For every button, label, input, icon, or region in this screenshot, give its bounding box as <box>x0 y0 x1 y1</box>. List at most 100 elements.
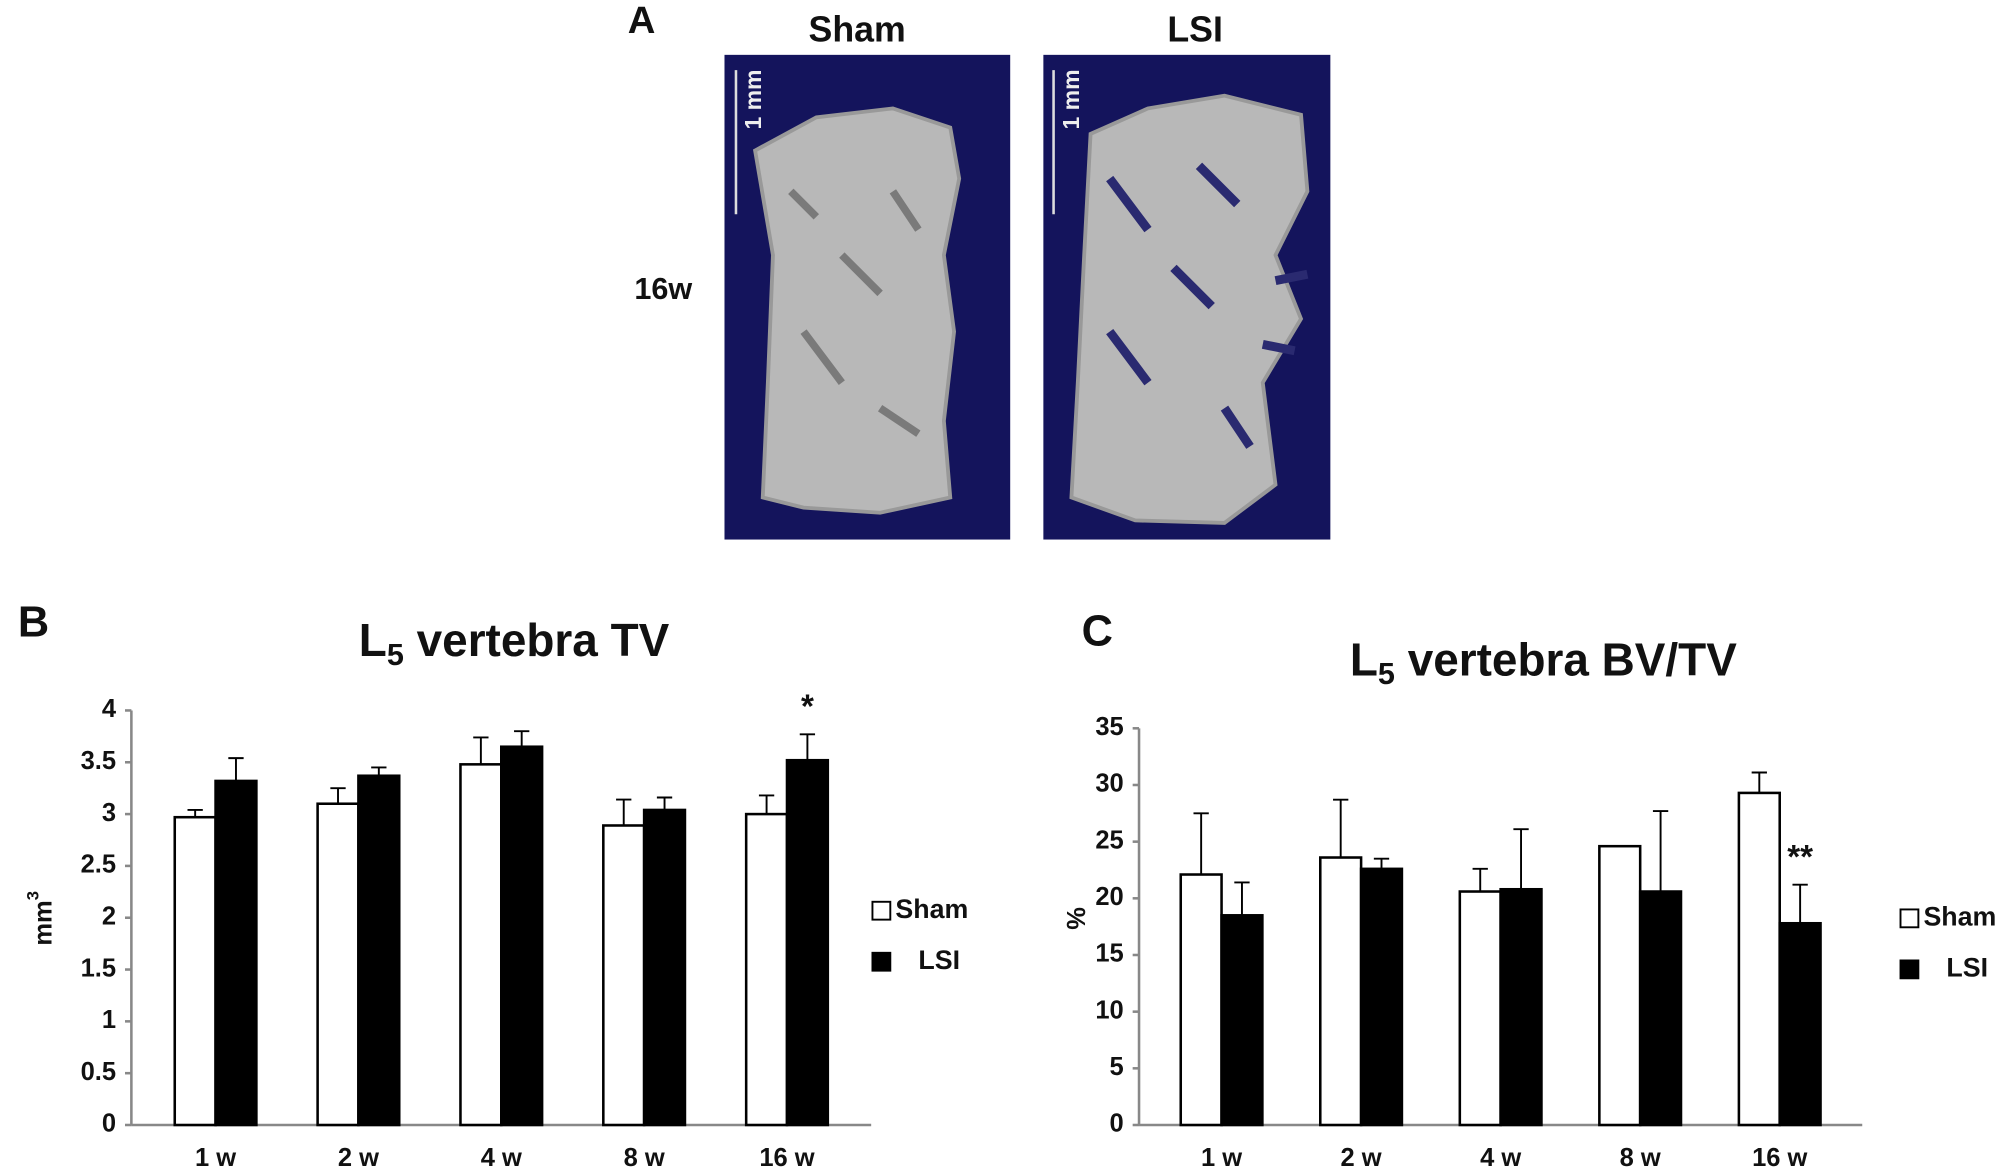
error-bar <box>187 808 203 818</box>
error-bar <box>758 794 775 815</box>
bar <box>744 812 789 1127</box>
bar <box>785 758 830 1127</box>
error-bar <box>1333 798 1349 858</box>
bar <box>459 763 503 1127</box>
y-tick-label: 0 <box>1110 1110 1124 1138</box>
bar <box>602 824 646 1127</box>
label-part: mm <box>29 900 57 945</box>
bar <box>642 808 687 1127</box>
error-bar <box>1652 810 1669 892</box>
error-bar <box>371 766 387 776</box>
label-part: 3 <box>24 891 43 900</box>
micro-ct-image: 1 mm <box>1043 54 1331 540</box>
error-bar <box>1234 881 1250 916</box>
legend-swatch <box>871 900 892 921</box>
x-tick-label: 4 w <box>1480 1144 1521 1169</box>
significance-annotation: ** <box>1787 839 1813 876</box>
x-tick-label: 2 w <box>338 1144 379 1169</box>
x-tick-label: 2 w <box>1341 1144 1382 1169</box>
legend-swatch <box>1899 908 1920 929</box>
legend-label: LSI <box>918 945 960 975</box>
legend-label: Sham <box>1923 901 1996 931</box>
bar <box>316 802 360 1127</box>
panel-label: B <box>18 598 49 646</box>
bar <box>1179 873 1223 1127</box>
title-part: L <box>1350 633 1378 685</box>
error-bar <box>1472 867 1488 892</box>
y-tick-label: 35 <box>1095 713 1123 741</box>
bar <box>214 779 258 1127</box>
y-tick-label: 30 <box>1095 770 1123 798</box>
error-bar <box>1193 812 1209 875</box>
error-bar <box>514 730 530 747</box>
y-tick-label: 15 <box>1095 940 1123 968</box>
bar <box>1778 921 1822 1127</box>
y-tick-label: 5 <box>1110 1053 1124 1081</box>
y-tick-label: 0.5 <box>81 1058 116 1086</box>
y-tick-label: 3 <box>102 799 116 827</box>
bar <box>173 815 217 1127</box>
panel-label: A <box>628 0 656 42</box>
error-bar <box>656 796 673 810</box>
x-tick-label: 1 w <box>1201 1144 1242 1169</box>
y-tick-label: 2 <box>102 902 116 930</box>
chart-title: L5 vertebra BV/TV <box>1350 633 1737 691</box>
chart-title: L5 vertebra TV <box>359 614 670 672</box>
y-axis-label: mm3 <box>24 891 58 946</box>
bar <box>1359 867 1404 1127</box>
significance-annotation: * <box>801 689 814 726</box>
bar <box>1598 844 1642 1127</box>
title-part: vertebra BV/TV <box>1395 633 1737 685</box>
y-tick-label: 4 <box>102 695 117 723</box>
error-bar <box>1792 883 1808 924</box>
x-tick-label: 8 w <box>1620 1144 1661 1169</box>
bar <box>1319 856 1363 1127</box>
legend-label: Sham <box>895 894 968 924</box>
bar <box>1220 914 1264 1127</box>
title-part: L <box>359 614 387 666</box>
x-tick-label: 16 w <box>1752 1144 1807 1169</box>
y-tick-label: 2.5 <box>81 851 116 879</box>
bar <box>1737 791 1781 1127</box>
panel-label: C <box>1082 607 1113 655</box>
error-bar <box>616 798 632 826</box>
legend-label: LSI <box>1946 952 1988 982</box>
x-tick-label: 4 w <box>481 1144 522 1169</box>
y-tick-label: 3.5 <box>81 747 116 775</box>
error-bar <box>330 787 346 804</box>
bar <box>1638 890 1683 1127</box>
y-tick-label: 1 <box>102 1006 116 1034</box>
scale-bar-label: 1 mm <box>1058 70 1084 130</box>
y-tick-label: 0 <box>102 1110 116 1138</box>
title-part: 5 <box>387 638 404 672</box>
y-tick-label: 10 <box>1095 996 1123 1024</box>
y-tick-label: 1.5 <box>81 954 116 982</box>
title-part: vertebra TV <box>404 614 670 666</box>
y-tick-label: 25 <box>1095 826 1123 854</box>
x-tick-label: 8 w <box>624 1144 665 1169</box>
column-label: Sham <box>809 9 906 49</box>
bar <box>357 774 401 1127</box>
bar <box>1458 890 1502 1127</box>
row-label: 16w <box>634 272 692 306</box>
micro-ct-image: 1 mm <box>724 54 1011 540</box>
title-part: 5 <box>1378 657 1395 691</box>
error-bar <box>799 733 816 761</box>
bar <box>1499 887 1543 1127</box>
y-axis-label: % <box>1063 907 1091 930</box>
x-tick-label: 16 w <box>759 1144 814 1169</box>
scale-bar-label: 1 mm <box>740 70 766 130</box>
error-bar <box>1373 857 1390 869</box>
error-bar <box>228 757 244 781</box>
label-part: % <box>1063 907 1091 930</box>
legend-swatch <box>871 951 892 972</box>
x-tick-label: 1 w <box>195 1144 236 1169</box>
bar <box>500 745 544 1127</box>
column-label: LSI <box>1167 9 1223 49</box>
error-bar <box>1513 828 1529 890</box>
error-bar <box>473 736 489 765</box>
y-tick-label: 20 <box>1095 883 1123 911</box>
legend-swatch <box>1899 959 1920 980</box>
error-bar <box>1751 771 1767 793</box>
